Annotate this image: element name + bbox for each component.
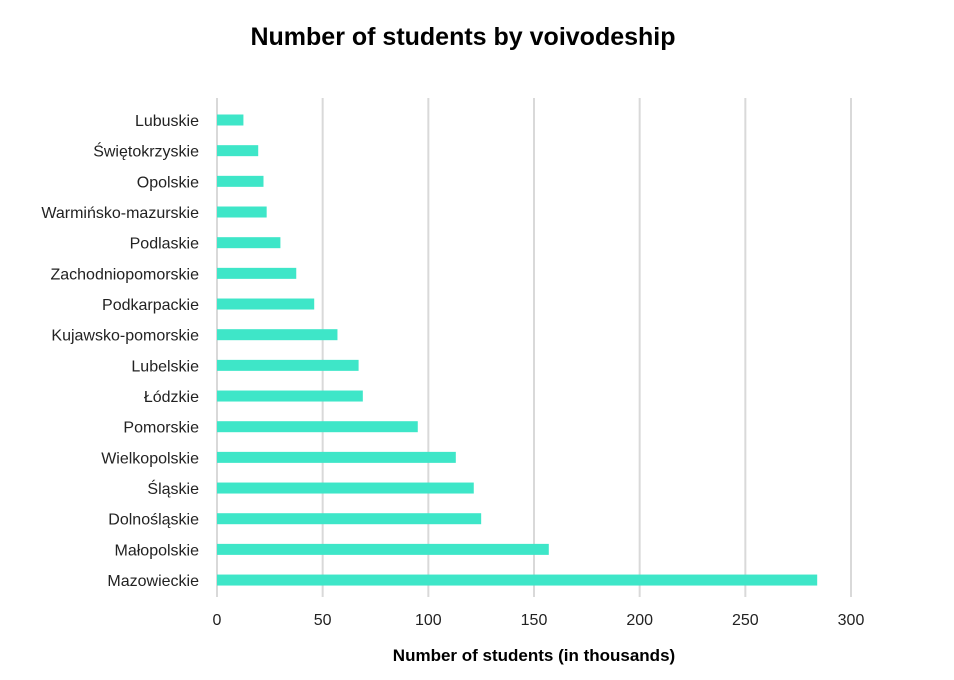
category-label: Świętokrzyskie	[93, 142, 199, 161]
bar	[217, 145, 259, 157]
x-axis-label: Number of students (in thousands)	[393, 646, 675, 665]
x-tick-label: 200	[626, 612, 653, 629]
bar	[217, 114, 244, 126]
category-label: Lubuskie	[135, 113, 199, 130]
x-tick-label: 150	[521, 612, 548, 629]
category-label: Łódzkie	[144, 389, 199, 406]
category-label: Kujawsko-pomorskie	[51, 328, 199, 345]
category-label: Wielkopolskie	[101, 450, 199, 467]
category-label: Pomorskie	[123, 420, 199, 437]
category-label: Zachodniopomorskie	[50, 266, 199, 283]
category-labels: Lubuskie Świętokrzyskie Opolskie Warmińsko-…	[41, 113, 199, 590]
bar	[217, 451, 456, 463]
x-tick-label: 50	[314, 612, 332, 629]
bar	[217, 329, 338, 341]
bar	[217, 543, 549, 555]
x-tick-label: 300	[838, 612, 865, 629]
category-label: Warmińsko-mazurskie	[41, 205, 199, 222]
x-tick-label: 0	[213, 612, 222, 629]
bar	[217, 175, 264, 187]
bar	[217, 482, 474, 494]
bar	[217, 513, 482, 525]
category-label: Dolnośląskie	[108, 512, 199, 529]
bar	[217, 237, 281, 249]
gridlines	[216, 98, 852, 597]
bar	[217, 298, 315, 310]
category-label: Opolskie	[137, 174, 199, 191]
category-label: Śląskie	[147, 479, 199, 498]
category-label: Podlaskie	[130, 236, 199, 253]
bar	[217, 390, 363, 402]
category-label: Podkarpackie	[102, 297, 199, 314]
bar	[217, 574, 818, 586]
category-label: Lubelskie	[131, 358, 199, 375]
x-tick-labels: 0 50 100 150 200 250 300	[213, 612, 865, 629]
bar	[217, 267, 297, 279]
chart-title: Number of students by voivodeship	[250, 23, 675, 51]
category-label: Mazowieckie	[107, 573, 199, 590]
x-tick-label: 250	[732, 612, 759, 629]
bars	[217, 114, 818, 586]
category-label: Małopolskie	[115, 542, 200, 559]
bar	[217, 421, 418, 433]
x-tick-label: 100	[415, 612, 442, 629]
bar	[217, 206, 267, 218]
bar	[217, 359, 359, 371]
